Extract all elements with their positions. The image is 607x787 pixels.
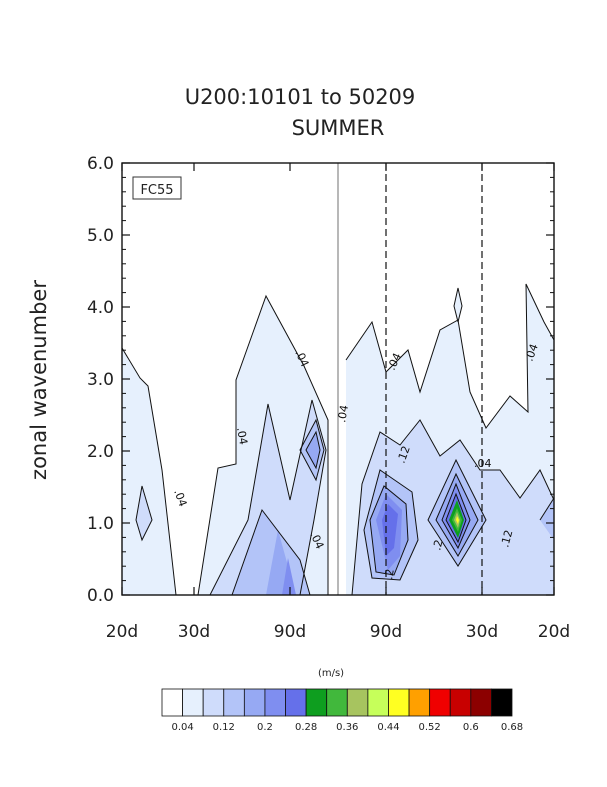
y-tick-label: 0.0 [87,586,114,606]
colorbar-label: 0.2 [257,722,273,733]
colorbar-swatch [388,688,410,717]
colorbar-swatch [449,688,472,717]
x-axis: 20d 30d 90d 90d 30d 20d [106,163,570,642]
colorbar-swatch [161,688,183,717]
plot-area: .04 .04 .04 .04 .04 .04 .04 .04 .12 .12 … [87,154,570,642]
contour-line [435,472,479,557]
colorbar-swatch [305,688,328,717]
contour-fill-0.04-left [122,348,176,595]
colorbar-label: 0.36 [336,722,358,733]
colorbar-swatch [408,688,431,717]
contour-line [197,294,329,595]
contour-label: .2 [382,568,397,581]
y-tick-label: 4.0 [87,298,114,318]
x-tick-label: 20d [106,622,138,642]
contour-label: .04 [234,426,250,445]
contour-label: .2 [430,538,445,552]
y-tick-label: 3.0 [87,370,114,390]
inset-label: FC55 [140,183,173,198]
contour-line [441,482,471,550]
colorbar-swatch [429,688,451,717]
colorbar-swatch [491,688,513,717]
colorbar-swatch [264,688,286,717]
colorbar: 0.04 0.12 0.2 0.28 0.36 0.44 0.52 0.6 0.68 [161,688,523,733]
contour-fill-peak [456,516,459,524]
colorbar-swatch [285,688,307,717]
contour-fill-0.12-mid [210,400,326,595]
contour-line [231,508,311,595]
contour-line [369,485,409,576]
contour-fill-0.36-mid [282,558,296,595]
contour-fill-0.28-mid-top [306,432,320,468]
x-tick-label: 90d [274,622,306,642]
contour-label: .04 [171,488,189,509]
colorbar-swatch [470,688,492,717]
contour-label: .12 [498,529,515,549]
colorbar-label: 0.52 [419,722,441,733]
contour-line [135,485,153,542]
colorbar-swatch [367,688,389,717]
contour-line [122,347,177,595]
contour-label: .04 [474,457,492,470]
colorbar-swatch [182,688,204,717]
contour-line [305,430,321,470]
contour-line [351,419,554,595]
colorbar-label: 0.44 [377,722,399,733]
inset-label-box [132,176,182,200]
contour-label: .12 [395,444,413,465]
chart-title: U200:10101 to 50209 [185,85,416,109]
colorbar-swatch [223,688,245,717]
contour-lines [122,283,554,595]
chart-subtitle: SUMMER [292,116,385,140]
y-tick-label: 1.0 [87,514,114,534]
colorbar-label: 0.6 [463,722,479,733]
contour-line [209,399,327,595]
y-tick-label: 5.0 [87,226,114,246]
y-tick-label: 2.0 [87,442,114,462]
colorbar-swatch [202,688,225,717]
colorbar-label: 0.28 [295,722,317,733]
colorbar-swatch [346,688,369,717]
contour-line [345,283,554,429]
contour-line [453,287,463,323]
contour-line [427,458,487,567]
contour-line [539,497,554,521]
colorbar-label: 0.68 [501,722,523,733]
contour-line [363,469,419,581]
colorbar-units: (m/s) [318,668,344,679]
x-tick-label: 30d [466,622,498,642]
x-tick-label: 30d [178,622,210,642]
colorbar-label: 0.12 [213,722,235,733]
contour-line [445,492,467,544]
y-axis-label: zonal wavenumber [27,280,51,480]
y-axis: 0.0 1.0 2.0 3.0 4.0 5.0 6.0 [87,154,554,606]
contour-label: .04 [523,342,541,363]
colorbar-label: 0.04 [171,722,193,733]
y-tick-label: 6.0 [87,154,114,174]
x-tick-label: 90d [370,622,402,642]
x-tick-label: 20d [538,622,570,642]
colorbar-swatch [326,688,348,717]
contour-label: .04 [335,404,351,423]
colorbar-swatch [243,688,266,717]
contour-line [299,418,325,482]
